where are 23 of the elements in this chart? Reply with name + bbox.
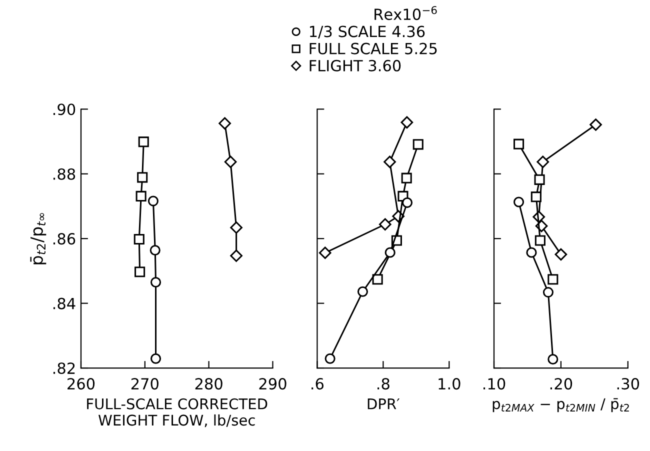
x-axis-title: p$_{t2MAX}$ − p$_{t2MIN}$ / p̄$_{t2}$ bbox=[492, 398, 629, 412]
x-tick-label: 280 bbox=[195, 378, 222, 390]
legend-title: Rex10$^{−6}$ bbox=[374, 6, 437, 20]
y-tick-label: .90 bbox=[53, 104, 76, 116]
y-tick-label: .84 bbox=[53, 298, 76, 310]
legend-label: FLIGHT 3.60 bbox=[310, 60, 401, 72]
x-tick-label: 270 bbox=[131, 378, 158, 390]
x-tick-label: 290 bbox=[259, 378, 286, 390]
y-tick-label: .88 bbox=[53, 168, 76, 180]
y-tick-label: .82 bbox=[53, 362, 75, 374]
x-tick-label: .8 bbox=[378, 378, 390, 390]
y-axis-title: p̄$_{t2}$/p$_{t∞}$ bbox=[30, 213, 46, 264]
x-axis-title: DPR′ bbox=[368, 398, 400, 410]
x-tick-label: .20 bbox=[550, 378, 572, 390]
x-axis-title: FULL-SCALE CORRECTED WEIGHT FLOW, lb/sec bbox=[87, 398, 268, 428]
x-tick-label: 260 bbox=[68, 378, 95, 390]
legend-label: 1/3 SCALE 4.36 bbox=[310, 26, 425, 38]
x-tick-label: .30 bbox=[617, 378, 640, 390]
legend-label: FULL SCALE 5.25 bbox=[310, 42, 437, 54]
y-tick-label: .86 bbox=[53, 233, 76, 245]
x-tick-label: .6 bbox=[312, 378, 324, 390]
x-tick-label: 1.0 bbox=[438, 378, 460, 390]
x-tick-label: .10 bbox=[483, 378, 506, 390]
